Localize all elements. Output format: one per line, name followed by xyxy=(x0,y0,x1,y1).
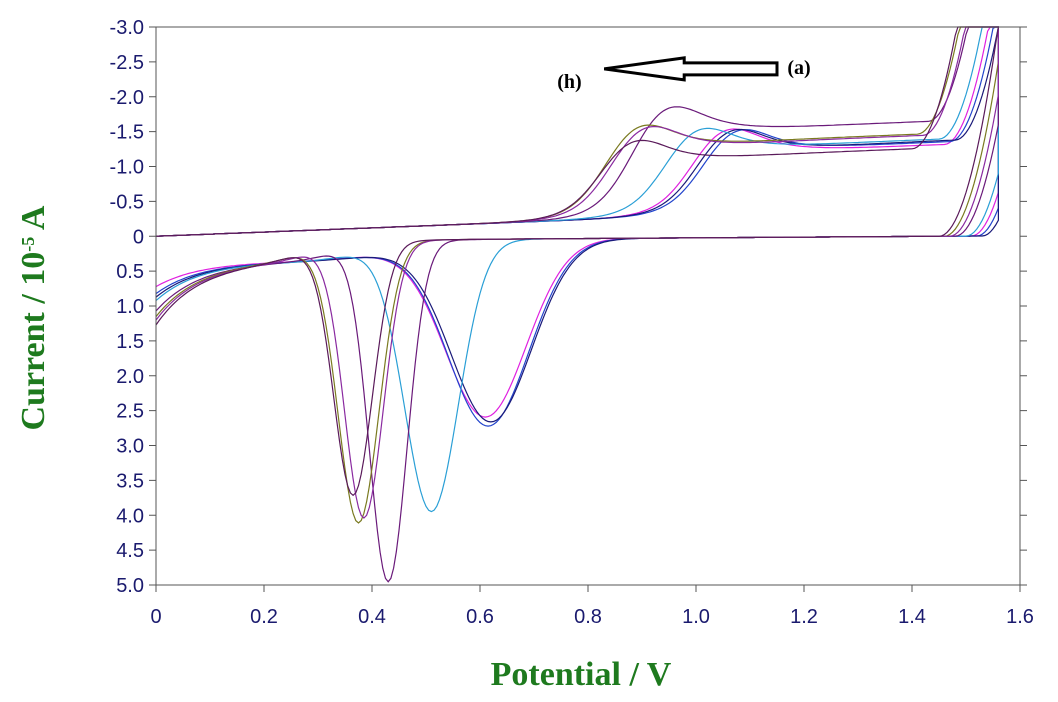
annotation-h: (h) xyxy=(557,71,581,93)
y-tick-label: 0.5 xyxy=(116,261,144,283)
y-tick-label: 5.0 xyxy=(116,575,144,597)
arrow-shape xyxy=(603,56,779,82)
y-axis-title-main: Current / 10 xyxy=(15,252,52,431)
y-tick-label: 3.0 xyxy=(116,436,144,458)
y-tick-label: -0.5 xyxy=(110,191,144,213)
y-tick-label: -1.0 xyxy=(110,157,144,179)
x-axis-ticks: 0 0.2 0.4 0.6 0.8 1.0 1.2 1.4 1.6 xyxy=(150,585,1034,628)
x-tick-label: 0.8 xyxy=(574,606,602,628)
y-tick-label: -2.0 xyxy=(110,87,144,109)
annotation-a: (a) xyxy=(787,57,810,79)
x-tick-label: 1.4 xyxy=(898,606,926,628)
y-tick-label: 4.5 xyxy=(116,540,144,562)
y-tick-label: 1.0 xyxy=(116,296,144,318)
y-tick-label: 0 xyxy=(133,226,144,248)
x-tick-label: 1.0 xyxy=(682,606,710,628)
x-axis-title: Potential / V xyxy=(491,656,672,693)
x-tick-label: 0.4 xyxy=(358,606,386,628)
x-tick-label: 0.6 xyxy=(466,606,494,628)
y-axis-ticks: -3.0 -2.5 -2.0 -1.5 -1.0 -0.5 0 0.5 1.0 1.5 2.0 2.5… xyxy=(110,17,1027,597)
x-tick-label: 0 xyxy=(150,606,161,628)
y-tick-label: 3.5 xyxy=(116,470,144,492)
y-tick-label: 1.5 xyxy=(116,331,144,353)
x-tick-label: 1.6 xyxy=(1006,606,1034,628)
y-axis-title-unit: A xyxy=(15,205,52,237)
y-tick-label: -1.5 xyxy=(110,122,144,144)
x-tick-label: 1.2 xyxy=(790,606,818,628)
direction-arrow xyxy=(603,56,779,82)
y-tick-label: 4.0 xyxy=(116,505,144,527)
x-tick-label: 0.2 xyxy=(250,606,278,628)
y-tick-label: -3.0 xyxy=(110,17,144,39)
y-tick-label: -2.5 xyxy=(110,52,144,74)
series-group xyxy=(155,26,1000,583)
y-tick-label: 2.0 xyxy=(116,366,144,388)
y-axis-title-exponent: -5 xyxy=(18,237,38,252)
y-tick-label: 2.5 xyxy=(116,401,144,423)
y-axis-title: Current / 10-5 A xyxy=(15,205,52,430)
